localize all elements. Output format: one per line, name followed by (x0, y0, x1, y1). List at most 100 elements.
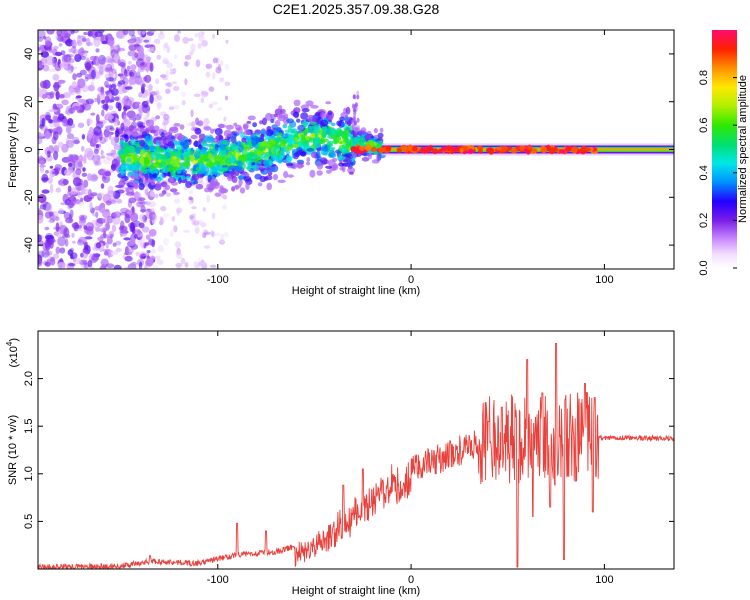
noise-speck (139, 113, 143, 117)
noise-speck (91, 255, 96, 261)
noise-speck (134, 233, 138, 239)
noise-speck (122, 30, 129, 36)
noise-speck (135, 36, 141, 45)
noise-speck (38, 214, 44, 224)
noise-speck (205, 71, 211, 78)
noise-speck (220, 234, 224, 239)
noise-speck (108, 197, 117, 203)
spectral-blob (346, 120, 352, 126)
noise-speck (39, 80, 48, 89)
colorbar-tick-label: 0.0 (698, 260, 710, 275)
carrier-peak (440, 146, 447, 152)
noise-speck (79, 47, 85, 56)
noise-speck (57, 79, 66, 84)
carrier-peak (378, 146, 384, 154)
spectral-blob (246, 120, 252, 124)
spectral-blob (182, 141, 189, 149)
spectral-blob (338, 162, 345, 167)
spectral-blob (288, 137, 294, 144)
noise-speck (62, 193, 69, 203)
spectral-blob (282, 124, 288, 129)
spectral-blob (229, 142, 237, 148)
spectral-blob (218, 187, 227, 194)
noise-speck (191, 213, 197, 218)
noise-speck (201, 40, 208, 47)
spectral-blob (207, 153, 213, 160)
noise-speck (45, 92, 54, 96)
noise-speck (49, 169, 56, 178)
noise-speck (126, 65, 131, 71)
spectral-blob (159, 161, 167, 169)
noise-speck (56, 30, 62, 37)
noise-speck (70, 254, 74, 260)
snr-frame (37, 330, 675, 570)
noise-speck (189, 50, 195, 54)
spectral-blob (332, 157, 338, 162)
noise-speck (94, 31, 103, 38)
noise-speck (146, 110, 150, 118)
noise-speck (104, 95, 110, 104)
noise-speck (165, 70, 169, 78)
spectral-blob (272, 146, 279, 154)
noise-speck (155, 78, 160, 85)
spectral-blob (195, 183, 204, 190)
noise-speck (114, 129, 120, 138)
noise-speck (190, 109, 194, 118)
noise-speck (87, 259, 93, 268)
spectral-blob (325, 101, 332, 105)
noise-speck (52, 84, 61, 88)
noise-speck (105, 56, 113, 64)
noise-speck (85, 222, 94, 232)
noise-speck (212, 57, 219, 64)
spectral-blob (237, 160, 243, 168)
noise-speck (105, 114, 115, 120)
noise-speck (99, 227, 108, 233)
noise-speck (131, 261, 137, 266)
noise-speck (45, 203, 53, 212)
noise-speck (174, 241, 182, 249)
y-tick-label: -40 (23, 237, 35, 253)
spectral-blob (280, 108, 286, 115)
carrier-peak (407, 144, 413, 152)
noise-speck (138, 251, 147, 257)
noise-speck (181, 100, 186, 106)
spectral-blob (124, 134, 129, 143)
spectral-blob (128, 165, 133, 171)
noise-speck (70, 187, 78, 195)
spectrogram-panel: -100 0 100 -40 -20 0 20 40 Height of straight l… (7, 29, 675, 297)
noise-speck (38, 87, 42, 98)
noise-speck (73, 105, 79, 110)
noise-speck (51, 136, 57, 145)
spectral-blob (274, 120, 281, 127)
spectral-blob (253, 150, 261, 155)
spectral-blob (346, 157, 352, 165)
spectral-blob (171, 126, 179, 134)
noise-speck (73, 139, 80, 145)
noise-speck (353, 111, 356, 117)
spectral-blob (252, 164, 257, 170)
spectral-blob (349, 171, 354, 175)
noise-speck (73, 257, 82, 265)
noise-speck (164, 82, 171, 87)
spectral-blob (322, 138, 329, 143)
noise-speck (194, 226, 200, 234)
spectral-blob (277, 179, 286, 183)
noise-speck (166, 192, 171, 197)
noise-speck (67, 63, 74, 74)
noise-speck (65, 238, 69, 247)
spectral-blob (300, 151, 307, 157)
spectral-blob (158, 193, 165, 197)
spectral-blob (252, 122, 257, 128)
noise-speck (76, 34, 82, 45)
noise-speck (70, 65, 74, 72)
x-tick-label: 100 (595, 274, 613, 286)
spectral-blob (305, 100, 314, 107)
noise-speck (48, 109, 58, 113)
noise-speck (69, 123, 76, 129)
spectral-blob (246, 135, 252, 142)
noise-speck (65, 138, 70, 146)
noise-speck (102, 103, 109, 111)
noise-speck (221, 176, 226, 180)
noise-speck (38, 44, 43, 53)
spectral-blob (174, 151, 181, 158)
